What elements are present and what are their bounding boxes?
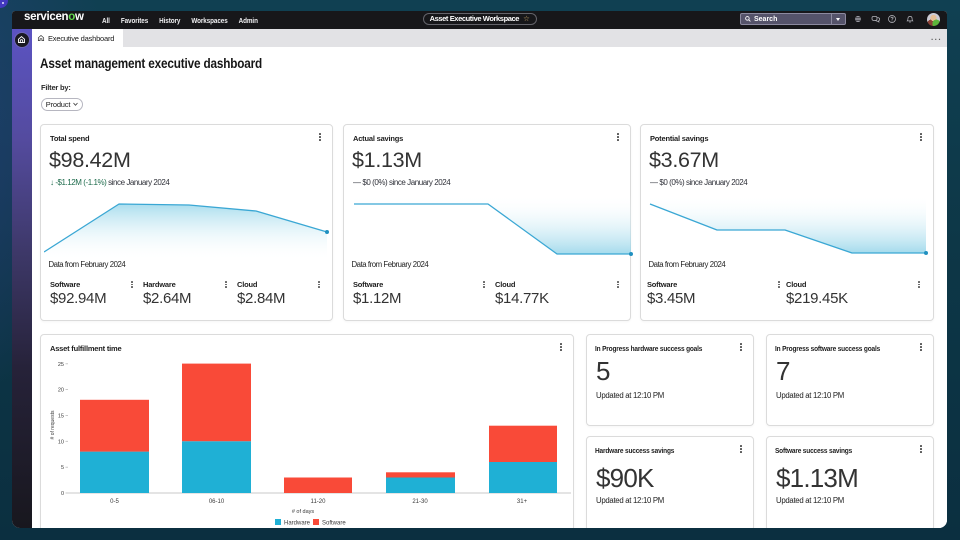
svg-text:0: 0 [61,491,64,497]
svg-text:# of requests: # of requests [50,410,56,439]
svg-text:11-20: 11-20 [311,499,327,505]
svg-text:Software: Software [322,521,346,527]
svg-text:# of days: # of days [292,509,315,515]
svg-text:20: 20 [58,388,64,394]
svg-text:06-10: 06-10 [209,499,225,505]
svg-text:10: 10 [58,439,64,445]
svg-text:5: 5 [61,465,64,471]
svg-text:15: 15 [58,414,64,420]
svg-text:0-5: 0-5 [110,499,119,505]
svg-text:Hardware: Hardware [284,521,311,527]
svg-text:21-30: 21-30 [412,499,428,505]
svg-text:25: 25 [58,362,64,368]
svg-text:31+: 31+ [517,499,528,505]
